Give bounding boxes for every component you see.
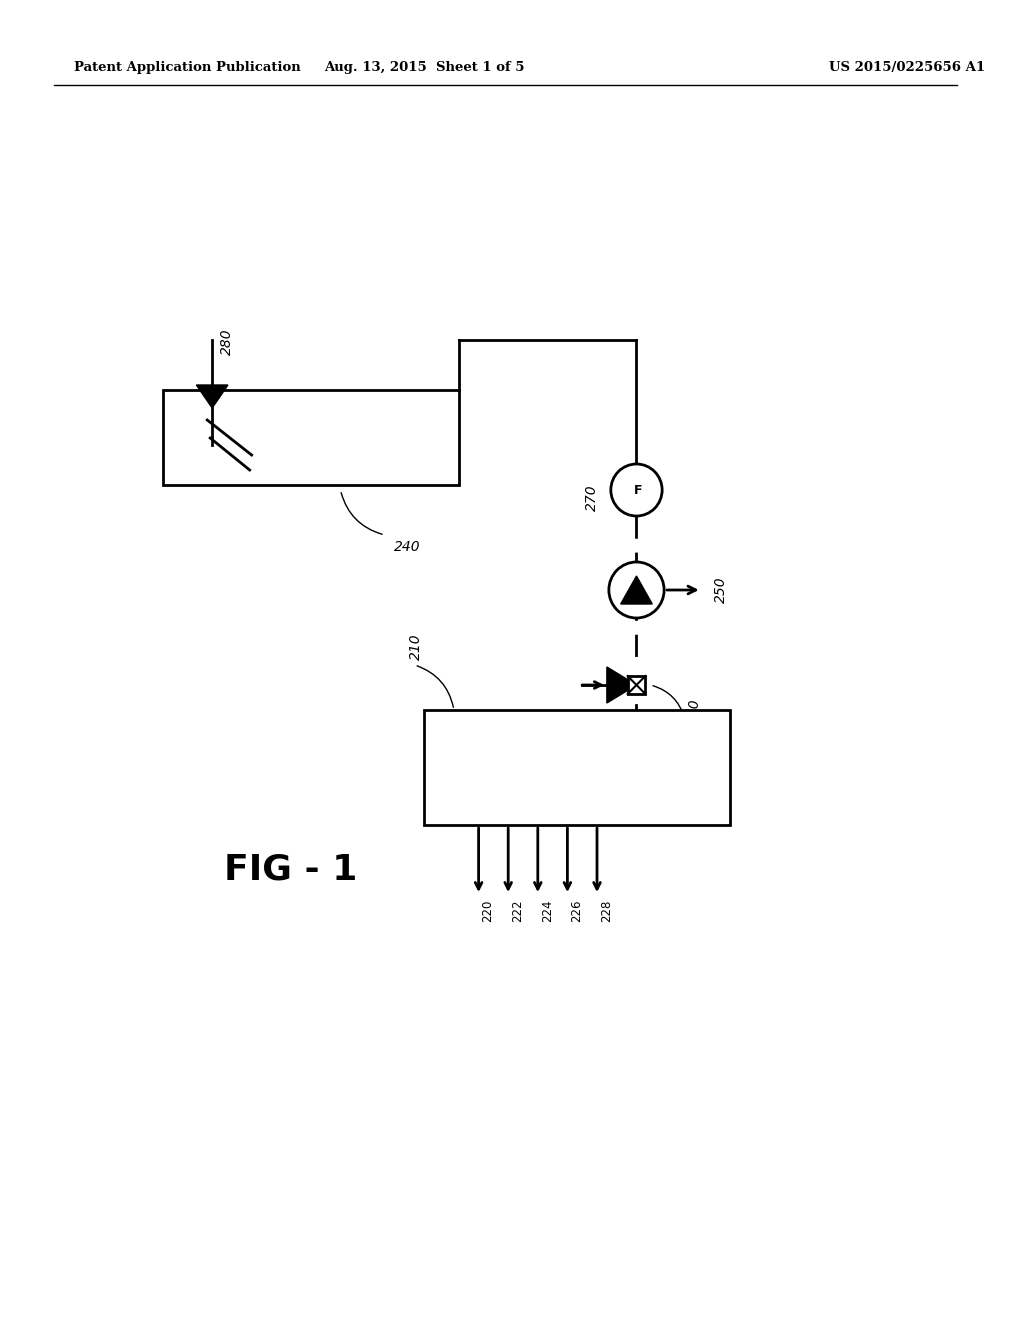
Text: FIG - 1: FIG - 1 (224, 853, 357, 887)
Text: 228: 228 (600, 900, 613, 923)
Text: 240: 240 (394, 540, 421, 554)
Text: 280: 280 (220, 329, 234, 355)
Polygon shape (607, 667, 637, 704)
Text: 230: 230 (688, 698, 701, 725)
Text: Aug. 13, 2015  Sheet 1 of 5: Aug. 13, 2015 Sheet 1 of 5 (324, 62, 524, 74)
Text: Patent Application Publication: Patent Application Publication (74, 62, 301, 74)
Text: 220: 220 (481, 900, 495, 923)
Bar (163, 389, 459, 484)
Text: US 2015/0225656 A1: US 2015/0225656 A1 (828, 62, 985, 74)
Text: 250: 250 (714, 577, 727, 603)
Text: F: F (634, 484, 643, 498)
Polygon shape (197, 385, 228, 408)
Circle shape (609, 562, 665, 618)
Text: 222: 222 (511, 900, 524, 923)
Text: 224: 224 (541, 900, 554, 923)
Bar (424, 710, 730, 825)
Text: 210: 210 (410, 634, 424, 660)
Circle shape (611, 465, 663, 516)
Text: 226: 226 (570, 900, 584, 923)
Polygon shape (621, 576, 652, 605)
Bar (628, 676, 645, 694)
Text: 270: 270 (585, 484, 599, 511)
